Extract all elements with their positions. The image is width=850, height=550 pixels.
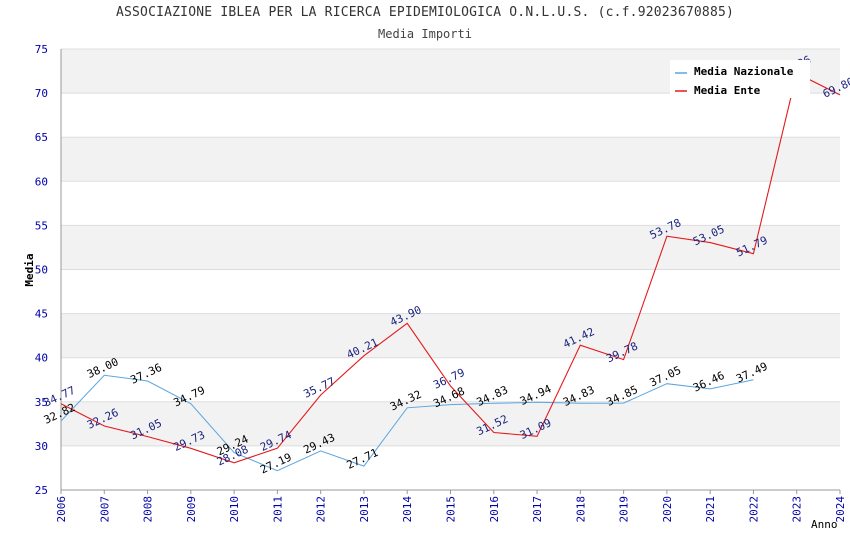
band-30 [61,401,840,446]
x-tick-label: 2013 [358,496,371,523]
x-tick-label: 2009 [185,496,198,523]
y-tick-label: 55 [35,219,48,232]
x-tick-label: 2016 [488,496,501,523]
y-tick-label: 25 [35,484,48,497]
series-lines [61,72,841,472]
series-line-nazionale [61,374,754,472]
band-65 [61,93,840,138]
x-tick-label: 2006 [55,496,68,523]
legend-label-ente: Media Ente [694,84,761,97]
x-axis-ticks: 2006 2007 2008 2009 2010 2011 2012 2013 2014 2015… [55,490,847,523]
chart-title: ASSOCIAZIONE IBLEA PER LA RICERCA EPIDEM… [115,5,735,20]
legend-box [670,60,810,98]
x-tick-label: 2008 [142,496,155,523]
y-tick-label: 35 [35,396,48,409]
x-tick-label: 2007 [98,496,111,523]
band-25 [61,445,840,490]
band-60 [61,137,840,182]
chart-subtitle: Media Importi [378,27,472,41]
x-tick-label: 2014 [401,496,414,523]
band-40 [61,313,840,358]
x-tick-label: 2010 [228,496,241,523]
x-tick-label: 2021 [704,496,717,523]
x-tick-label: 2017 [531,496,544,523]
legend: Media Nazionale Media Ente [670,60,810,98]
band-50 [61,225,840,270]
x-tick-label: 2015 [445,496,458,523]
y-tick-label: 30 [35,440,48,453]
x-tick-label: 2018 [574,496,587,523]
y-tick-label: 60 [35,175,48,188]
x-tick-label: 2020 [661,496,674,523]
x-tick-label: 2024 [834,496,847,523]
y-tick-label: 75 [35,43,48,56]
y-axis-label: Media [23,253,36,286]
y-axis-ticks: 25 30 35 40 45 50 55 60 65 70 75 [35,43,48,497]
y-tick-label: 40 [35,352,48,365]
band-35 [61,357,840,402]
background-bands [61,49,840,490]
x-tick-label: 2019 [618,496,631,523]
y-tick-label: 65 [35,131,48,144]
x-tick-label: 2011 [271,496,284,523]
x-tick-label: 2022 [747,496,760,523]
y-tick-label: 50 [35,264,48,277]
y-tick-label: 45 [35,308,48,321]
x-tick-label: 2023 [791,496,804,523]
x-tick-label: 2012 [315,496,328,523]
legend-label-nazionale: Media Nazionale [694,65,794,78]
y-tick-label: 70 [35,87,48,100]
series-line-ente [61,72,841,464]
band-45 [61,269,840,314]
band-55 [61,181,840,226]
x-axis-label: Anno [811,518,838,531]
